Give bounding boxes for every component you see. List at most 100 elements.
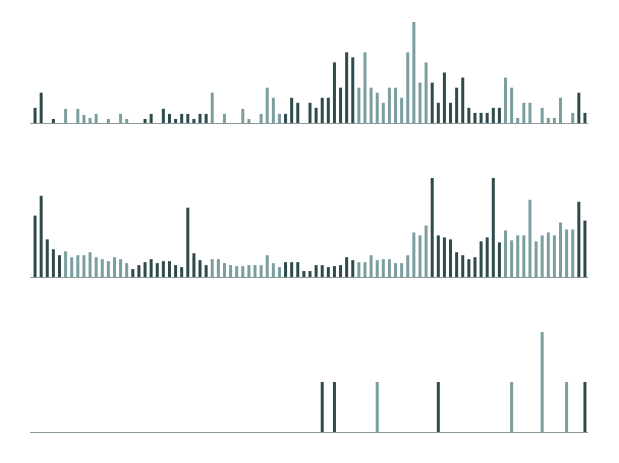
bar xyxy=(265,255,269,277)
bar xyxy=(363,262,367,277)
bar xyxy=(137,265,141,277)
bar xyxy=(100,259,104,277)
bar xyxy=(552,235,556,277)
bar xyxy=(406,255,410,277)
bar xyxy=(186,207,190,277)
bar xyxy=(571,229,575,277)
bar xyxy=(247,265,251,277)
bar xyxy=(64,251,68,277)
bar xyxy=(314,107,318,123)
bar xyxy=(351,260,355,277)
bar xyxy=(125,118,129,123)
bar xyxy=(290,262,294,277)
bar xyxy=(161,108,165,123)
bar xyxy=(161,261,165,277)
bar xyxy=(174,118,178,123)
bar xyxy=(339,265,343,277)
bar xyxy=(192,253,196,277)
bar xyxy=(412,22,416,123)
bar xyxy=(442,237,446,277)
bar xyxy=(241,108,245,123)
bar xyxy=(375,260,379,277)
bar xyxy=(222,263,226,277)
bar xyxy=(222,113,226,123)
bar xyxy=(461,255,465,277)
bar xyxy=(381,102,385,123)
bar xyxy=(418,235,422,277)
bar xyxy=(76,108,80,123)
bar xyxy=(320,382,324,432)
bar xyxy=(308,102,312,123)
bar xyxy=(143,262,147,277)
bar xyxy=(229,265,233,277)
bar xyxy=(461,77,465,123)
bar xyxy=(510,382,514,432)
bar xyxy=(290,97,294,123)
bar xyxy=(577,201,581,277)
bar xyxy=(51,118,55,123)
bar xyxy=(143,118,147,123)
bar xyxy=(424,225,428,277)
bar xyxy=(491,178,495,277)
bar xyxy=(57,255,61,277)
bar xyxy=(559,97,563,123)
bar xyxy=(180,113,184,123)
bar xyxy=(436,382,440,432)
bar xyxy=(369,87,373,123)
bar xyxy=(82,114,86,123)
bar xyxy=(528,102,532,123)
bar xyxy=(357,262,361,277)
bar xyxy=(296,262,300,277)
bar xyxy=(430,178,434,277)
bar xyxy=(583,382,587,432)
bar xyxy=(504,77,508,123)
bar xyxy=(277,267,281,277)
bar xyxy=(412,232,416,277)
bar xyxy=(204,113,208,123)
bar xyxy=(485,237,489,277)
bar xyxy=(70,257,74,277)
bar xyxy=(320,265,324,277)
bar xyxy=(186,113,190,123)
bar xyxy=(174,265,178,277)
bar xyxy=(449,102,453,123)
bar xyxy=(497,242,501,277)
bar xyxy=(430,82,434,123)
bar xyxy=(119,259,123,277)
bar xyxy=(326,97,330,123)
bar xyxy=(253,265,257,277)
bar xyxy=(540,235,544,277)
bar xyxy=(345,52,349,123)
bar xyxy=(314,265,318,277)
bar xyxy=(39,195,43,277)
bar xyxy=(332,266,336,277)
bar xyxy=(491,107,495,123)
bar xyxy=(88,252,92,277)
bar xyxy=(559,222,563,277)
bar xyxy=(326,267,330,277)
bar xyxy=(167,261,171,277)
bar xyxy=(467,259,471,277)
bar xyxy=(241,266,245,277)
bar xyxy=(534,241,538,277)
bar xyxy=(467,107,471,123)
bar xyxy=(455,87,459,123)
bar xyxy=(528,199,532,277)
bar xyxy=(546,232,550,277)
bar xyxy=(516,235,520,277)
bar xyxy=(387,259,391,277)
bar xyxy=(332,382,336,432)
bar xyxy=(180,267,184,277)
bar xyxy=(485,112,489,123)
bar xyxy=(400,263,404,277)
bar xyxy=(39,92,43,123)
bar xyxy=(583,112,587,123)
bar xyxy=(106,261,110,277)
bar xyxy=(351,57,355,123)
bar xyxy=(265,87,269,123)
bar xyxy=(149,113,153,123)
bar xyxy=(345,257,349,277)
bar xyxy=(424,62,428,123)
bar xyxy=(375,92,379,123)
bar xyxy=(210,259,214,277)
